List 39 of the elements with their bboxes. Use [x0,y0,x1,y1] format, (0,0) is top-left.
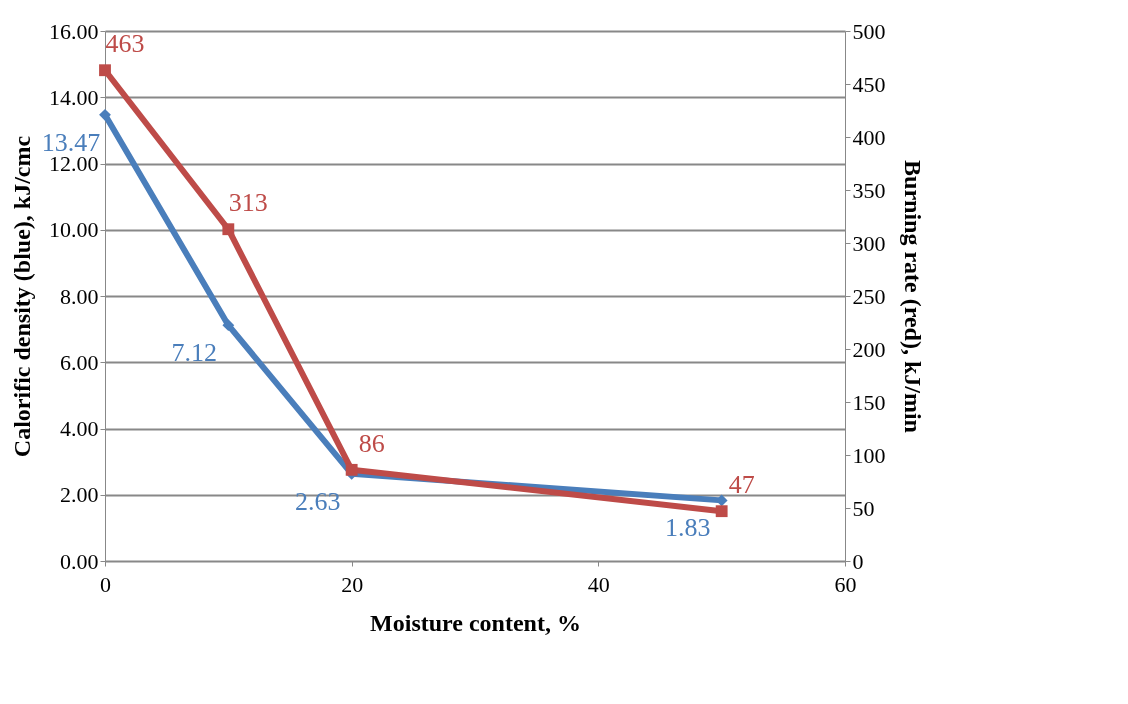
y2-tick-label: 100 [852,442,886,468]
data-label: 47 [728,470,755,500]
point [222,319,235,332]
data-label: 86 [358,428,385,458]
data-label: 2.63 [294,486,341,516]
y2-tick-label: 250 [852,283,886,309]
y-tick-label: 16.00 [49,18,99,44]
data-label: 7.12 [171,338,218,368]
y2-tick-label: 450 [852,71,886,97]
y-tick-label: 0.00 [60,548,99,574]
y2-tick-label: 50 [852,495,875,521]
y2-tick-label: 150 [852,389,886,415]
x-tick-label: 60 [834,571,857,597]
y-tick-label: 4.00 [60,416,99,441]
y2-axis-title: Burning rate (red), kJ/min [899,160,926,433]
x-tick-label: 40 [587,571,610,597]
x-tick-label: 20 [341,571,364,597]
y-axis-title: Calorific density (blue), kJ/cmc [9,135,35,458]
y2-tick-label: 350 [852,177,886,203]
point [99,64,111,77]
point [715,505,728,518]
y2-tick-label: 400 [852,124,886,150]
data-label: 1.83 [664,513,711,543]
y-tick-label: 6.00 [60,349,99,375]
data-label: 463 [105,29,145,59]
y-tick-label: 2.00 [60,482,99,508]
point [99,108,111,121]
point [345,463,358,476]
x-tick-label: 0 [100,571,111,597]
y2-tick-label: 300 [852,230,886,256]
point [222,223,235,236]
y2-tick-label: 0 [852,548,864,574]
y-tick-label: 14.00 [49,84,99,110]
data-label: 313 [228,188,268,218]
y2-tick-label: 200 [852,336,886,362]
y-tick-label: 8.00 [60,283,99,309]
y2-tick-label: 500 [852,18,886,44]
y-tick-label: 10.00 [49,217,99,243]
x-axis-title: Moisture content, % [370,609,581,636]
